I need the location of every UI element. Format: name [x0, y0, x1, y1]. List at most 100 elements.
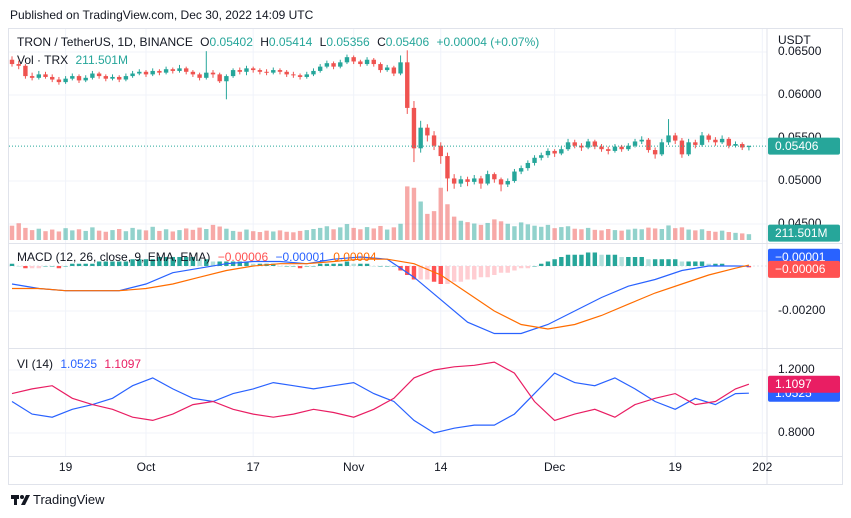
volume-bar — [666, 225, 671, 240]
candle-body — [666, 135, 671, 143]
candle-body — [358, 61, 363, 65]
macd-histogram-bar — [411, 265, 417, 280]
macd-histogram-bar — [458, 265, 464, 282]
candle-body — [116, 76, 122, 80]
volume-bar — [646, 227, 651, 240]
candle-body — [351, 57, 356, 62]
macd-histogram-bar — [384, 265, 390, 267]
candle-body — [532, 157, 537, 163]
volume-bar — [438, 187, 443, 240]
macd-histogram-bar — [163, 256, 169, 266]
volume-bar — [559, 227, 564, 240]
volume-bar — [612, 230, 618, 240]
macd-histogram-bar — [250, 263, 256, 266]
volume-bar — [693, 230, 698, 240]
volume-bar — [378, 225, 383, 240]
candle-body — [418, 127, 423, 149]
macd-histogram-bar — [123, 261, 129, 266]
macd-histogram-bar — [190, 256, 196, 266]
volume-bar — [23, 227, 28, 240]
candle-body — [130, 73, 135, 77]
macd-histogram-bar — [405, 265, 410, 275]
volume-bar — [123, 231, 129, 240]
macd-histogram-bar — [539, 263, 544, 266]
macd-histogram-bar — [451, 265, 457, 282]
macd-histogram-bar — [652, 259, 658, 266]
volume-bar — [210, 224, 216, 240]
macd-histogram-bar — [585, 252, 591, 266]
volume-bar — [130, 227, 135, 240]
candle-body — [29, 76, 35, 78]
candle-body — [277, 70, 283, 72]
macd-histogram-bar — [183, 256, 189, 266]
macd-histogram-bar — [659, 259, 665, 266]
macd-tag-text: −0.00001 — [775, 250, 826, 264]
price-change: +0.00004 (+0.07%) — [436, 35, 540, 49]
volume-bar — [197, 227, 202, 240]
macd-histogram-bar — [532, 265, 537, 267]
candle-body — [291, 74, 296, 76]
volume-bar — [364, 227, 370, 240]
ohlc-value: 0.05414 — [268, 35, 313, 49]
macd-histogram-bar — [130, 259, 135, 266]
volume-bar — [90, 227, 95, 240]
ohlc-value: 0.05406 — [385, 35, 430, 49]
volume-bar — [224, 228, 229, 240]
macd-histogram-bar — [599, 254, 604, 266]
volume-bar — [230, 230, 236, 240]
price-legend: TRON / TetherUS, 1D, BINANCE O0.05402 H0… — [17, 35, 543, 49]
macd-histogram-bar — [311, 265, 316, 267]
macd-histogram-bar — [244, 261, 249, 266]
volume-bar — [183, 228, 189, 240]
volume-bar — [351, 227, 356, 240]
volume-bar — [317, 227, 323, 240]
volume-bar — [277, 230, 283, 240]
macd-histogram-bar — [150, 259, 155, 266]
candle-body — [746, 146, 752, 148]
volume-bar — [371, 228, 376, 240]
volume-bar — [103, 231, 109, 240]
candle-body — [733, 144, 738, 146]
x-tick-label: Oct — [137, 460, 156, 474]
candle-body — [371, 59, 376, 65]
volume-bar — [719, 230, 725, 240]
candle-body — [559, 149, 564, 154]
candle-body — [304, 74, 309, 77]
candle-body — [652, 150, 658, 155]
macd-histogram-bar — [351, 263, 356, 266]
candle-body — [338, 62, 343, 67]
candle-body — [411, 107, 417, 149]
candle-body — [157, 70, 162, 73]
volume-bar — [418, 201, 423, 240]
macd-histogram-bar — [344, 261, 350, 266]
candle-body — [458, 179, 464, 184]
volume-bar — [43, 231, 48, 240]
volume-bar — [244, 229, 249, 240]
macd-histogram-bar — [512, 265, 517, 271]
vi-title: VI (14) — [17, 357, 54, 371]
volume-bar — [726, 232, 732, 240]
candle-body — [163, 69, 169, 73]
candle-body — [565, 142, 571, 150]
candle-body — [492, 174, 497, 180]
volume-bar — [331, 229, 336, 240]
candle-body — [197, 74, 202, 78]
macd-histogram-bar — [559, 256, 564, 266]
macd-histogram-bar — [525, 265, 531, 269]
volume-bar — [451, 216, 457, 240]
macd-histogram-bar — [713, 263, 718, 266]
macd-histogram-bar — [552, 259, 557, 266]
volume-bar — [733, 232, 738, 240]
candle-body — [719, 138, 725, 143]
volume-bar — [56, 231, 62, 240]
volume-bar — [76, 229, 82, 240]
volume-bar — [163, 229, 169, 240]
volume-bar — [746, 234, 752, 240]
volume-bar — [311, 229, 316, 240]
candle-body — [679, 140, 685, 155]
candle-body — [150, 70, 155, 75]
candle-body — [324, 63, 330, 67]
volume-bar — [204, 229, 209, 240]
macd-histogram-bar — [606, 254, 611, 266]
candle-body — [90, 73, 95, 78]
